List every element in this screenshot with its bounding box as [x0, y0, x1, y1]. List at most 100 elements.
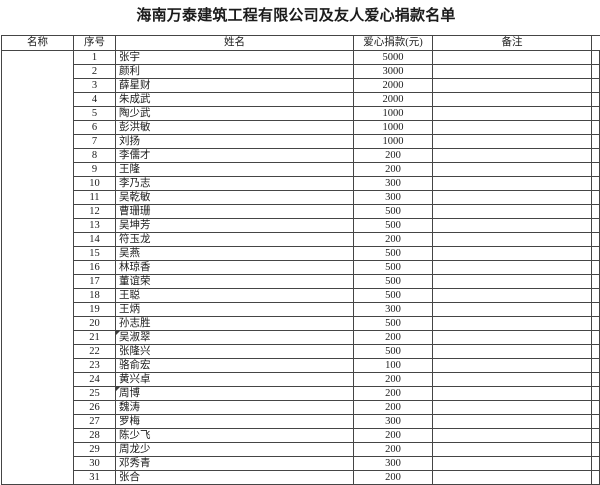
header-remark: 备注: [433, 36, 592, 51]
row-person-cell: 彭洪敏: [116, 121, 354, 135]
row-person-name: 骆俞宏: [119, 360, 151, 371]
row-amount-cell: 200: [354, 149, 433, 163]
row-amount-cell: 500: [354, 317, 433, 331]
row-index-cell: 31: [74, 471, 116, 485]
row-person-name: 张宇: [119, 52, 140, 63]
row-index-cell: 30: [74, 457, 116, 471]
row-index-cell: 19: [74, 303, 116, 317]
row-amount-cell: 200: [354, 331, 433, 345]
row-person-name: 王隆: [119, 164, 140, 175]
row-person-name: 刘扬: [119, 136, 140, 147]
row-person-name: 罗梅: [119, 416, 140, 427]
row-amount-cell: 200: [354, 373, 433, 387]
row-amount-cell: 100: [354, 359, 433, 373]
row-filler: [592, 177, 600, 191]
row-person-name: 周博: [119, 388, 140, 399]
row-amount-cell: 300: [354, 457, 433, 471]
table-row: 13 吴坤芳 500: [74, 219, 600, 233]
table-row: 31 张合 200: [74, 471, 600, 485]
row-filler: [592, 107, 600, 121]
row-filler: [592, 65, 600, 79]
row-index-cell: 1: [74, 51, 116, 65]
row-person-name: 李儒才: [119, 150, 151, 161]
row-filler: [592, 205, 600, 219]
row-remark-cell: [433, 121, 592, 135]
row-remark-cell: [433, 261, 592, 275]
cell-corner-mark-icon: [116, 387, 120, 391]
row-person-name: 吴坤芳: [119, 220, 151, 231]
row-remark-cell: [433, 219, 592, 233]
row-filler: [592, 387, 600, 401]
table-row: 19 王炳 300: [74, 303, 600, 317]
table-row: 4 朱成武 2000: [74, 93, 600, 107]
header-name: 名称: [2, 36, 74, 51]
row-person-name: 颜利: [119, 66, 140, 77]
row-index-cell: 8: [74, 149, 116, 163]
row-person-cell: 王隆: [116, 163, 354, 177]
row-amount-cell: 300: [354, 303, 433, 317]
row-person-cell: 张合: [116, 471, 354, 485]
row-person-cell: 陶少武: [116, 107, 354, 121]
row-person-name: 薛星财: [119, 80, 151, 91]
row-index-cell: 25: [74, 387, 116, 401]
row-index-cell: 9: [74, 163, 116, 177]
row-index-cell: 21: [74, 331, 116, 345]
row-filler: [592, 121, 600, 135]
table-row: 7 刘扬 1000: [74, 135, 600, 149]
row-remark-cell: [433, 401, 592, 415]
row-person-cell: 骆俞宏: [116, 359, 354, 373]
row-remark-cell: [433, 457, 592, 471]
row-person-cell: 魏涛: [116, 401, 354, 415]
row-filler: [592, 149, 600, 163]
table-row: 5 陶少武 1000: [74, 107, 600, 121]
row-filler: [592, 219, 600, 233]
row-index-cell: 24: [74, 373, 116, 387]
row-remark-cell: [433, 163, 592, 177]
row-person-cell: 朱成武: [116, 93, 354, 107]
row-index-cell: 7: [74, 135, 116, 149]
header-amount: 爱心捐款(元): [354, 36, 433, 51]
row-person-cell: 周龙少: [116, 443, 354, 457]
table-row: 26 魏涛 200: [74, 401, 600, 415]
row-remark-cell: [433, 93, 592, 107]
row-person-cell: 陈少飞: [116, 429, 354, 443]
row-amount-cell: 2000: [354, 79, 433, 93]
row-filler: [592, 457, 600, 471]
row-remark-cell: [433, 233, 592, 247]
row-remark-cell: [433, 149, 592, 163]
row-person-cell: 孙志胜: [116, 317, 354, 331]
table-row: 29 周龙少 200: [74, 443, 600, 457]
row-person-name: 周龙少: [119, 444, 151, 455]
row-filler: [592, 51, 600, 65]
table-row: 8 李儒才 200: [74, 149, 600, 163]
row-person-cell: 曹珊珊: [116, 205, 354, 219]
header-index: 序号: [74, 36, 116, 51]
row-amount-cell: 500: [354, 205, 433, 219]
row-person-cell: 吴坤芳: [116, 219, 354, 233]
row-amount-cell: 500: [354, 289, 433, 303]
row-filler: [592, 401, 600, 415]
row-filler: [592, 289, 600, 303]
row-filler: [592, 373, 600, 387]
row-person-cell: 李儒才: [116, 149, 354, 163]
row-amount-cell: 200: [354, 387, 433, 401]
table-row: 11 吴乾敏 300: [74, 191, 600, 205]
row-person-cell: 邓秀青: [116, 457, 354, 471]
row-remark-cell: [433, 415, 592, 429]
table-row: 3 薛星财 2000: [74, 79, 600, 93]
row-remark-cell: [433, 317, 592, 331]
row-amount-cell: 500: [354, 275, 433, 289]
row-index-cell: 2: [74, 65, 116, 79]
row-filler: [592, 275, 600, 289]
row-person-name: 王炳: [119, 304, 140, 315]
row-index-cell: 27: [74, 415, 116, 429]
row-person-name: 魏涛: [119, 402, 140, 413]
row-person-cell: 王炳: [116, 303, 354, 317]
row-person-name: 吴燕: [119, 248, 140, 259]
row-amount-cell: 200: [354, 471, 433, 485]
row-filler: [592, 415, 600, 429]
row-amount-cell: 200: [354, 163, 433, 177]
row-remark-cell: [433, 247, 592, 261]
row-person-cell: 张宇: [116, 51, 354, 65]
